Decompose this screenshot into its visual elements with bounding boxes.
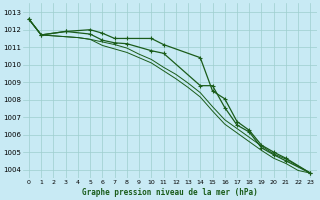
X-axis label: Graphe pression niveau de la mer (hPa): Graphe pression niveau de la mer (hPa) xyxy=(82,188,258,197)
